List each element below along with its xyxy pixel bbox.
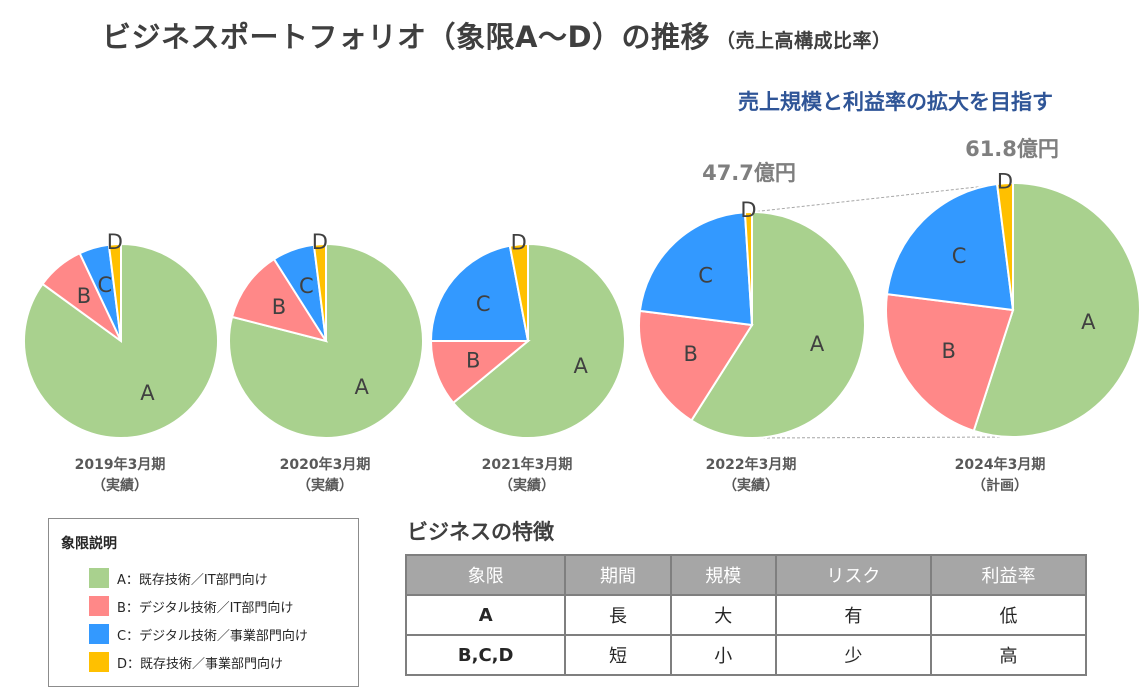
- pie-1-label-b: B: [77, 284, 91, 308]
- pie-5: A B C D: [885, 169, 1141, 438]
- legend-label-a: A：既存技術／IT部門向け: [117, 572, 268, 588]
- header-period: 期間: [564, 554, 672, 596]
- pie-3-slice-c: [429, 244, 530, 342]
- pie-2-label-c: C: [299, 274, 314, 298]
- legend-swatch-a: [89, 568, 109, 588]
- legend-label-d: D：既存技術／事業部門向け: [117, 656, 284, 672]
- pie-5-total: 61.8億円: [965, 137, 1059, 161]
- pie-4-label-d: D: [740, 198, 756, 222]
- pie-2-slice-d: [312, 242, 327, 342]
- pie-2: A BCD: [228, 230, 424, 439]
- legend-item-b: B：デジタル技術／IT部門向け: [89, 595, 293, 617]
- pie-2-label-a: A: [355, 375, 370, 399]
- row-a-scale: 大: [669, 594, 777, 636]
- tagline: 売上規模と利益率の拡大を目指す: [738, 90, 1053, 114]
- features-header-row: 象限 期間 規模 リスク 利益率: [404, 554, 1088, 596]
- pie-3-label-b: B: [466, 349, 480, 373]
- row-bcd-quadrant: B,C,D: [404, 634, 567, 676]
- legend-label-b: B：デジタル技術／IT部門向け: [117, 600, 294, 616]
- pie-3: A B C D: [429, 230, 626, 439]
- pie-5-status: （計画）: [972, 477, 1028, 494]
- pie-5-label-c: C: [952, 244, 967, 268]
- title-subtitle: （売上高構成比率）: [716, 30, 892, 52]
- pie-4-status: （実績）: [723, 477, 779, 494]
- header-quadrant: 象限: [404, 554, 567, 596]
- pie-3-slice-b: [429, 340, 531, 405]
- features-table: 象限 期間 規模 リスク 利益率 A 長 大 有 低 B,C,D 短 小 少 高: [404, 554, 1088, 676]
- pie-1-label-a: A: [140, 381, 155, 405]
- pie-4-slice-c: [638, 211, 754, 327]
- pie-4-label-a: A: [810, 332, 825, 356]
- pie-3-period: 2021年3月期: [482, 456, 573, 473]
- table-row: A 長 大 有 低: [404, 594, 1088, 636]
- row-a-period: 長: [564, 594, 672, 636]
- pie-1-slice-d: [107, 242, 122, 342]
- pie-4-period: 2022年3月期: [706, 456, 797, 473]
- pie-2-period: 2020年3月期: [280, 456, 371, 473]
- table-row: B,C,D 短 小 少 高: [404, 634, 1088, 676]
- pie-5-slice-a: [972, 181, 1141, 438]
- pie-4-slice-b: [638, 309, 754, 422]
- pie-2-label-d: D: [312, 230, 328, 254]
- legend-title: 象限説明: [61, 536, 117, 552]
- pie-4-total: 47.7億円: [702, 161, 796, 185]
- pie-5-period: 2024年3月期: [955, 456, 1046, 473]
- pie-5-label-a: A: [1081, 310, 1096, 334]
- pie-1-period: 2019年3月期: [75, 456, 166, 473]
- pie-2-label-b: B: [272, 295, 286, 319]
- row-a-margin: 低: [929, 594, 1088, 636]
- pie-4-slice-d: [743, 210, 753, 326]
- row-bcd-scale: 小: [669, 634, 777, 676]
- pie-1-label-c: C: [97, 273, 112, 297]
- pie-4: A B C D: [638, 198, 866, 439]
- legend-swatch-c: [89, 624, 109, 644]
- pie-5-slice-b: [885, 292, 1015, 433]
- pie-5-label-d: D: [997, 169, 1013, 193]
- legend-swatch-d: [89, 652, 109, 672]
- row-bcd-period: 短: [564, 634, 672, 676]
- connector-top-line: [751, 182, 1014, 213]
- row-a-risk: 有: [774, 594, 932, 636]
- header-scale: 規模: [669, 554, 777, 596]
- legend-swatch-b: [89, 596, 109, 616]
- pie-4-label-c: C: [698, 264, 713, 288]
- pie-3-slice-d: [508, 242, 529, 342]
- pie-2-status: （実績）: [297, 477, 353, 494]
- connector-bottom-line: [751, 436, 1014, 439]
- header-margin: 利益率: [929, 554, 1088, 596]
- pie-1: A B CD: [23, 230, 219, 439]
- title-main: ビジネスポートフォリオ（象限A～D）の推移: [102, 20, 711, 54]
- pie-3-label-d: D: [511, 230, 527, 254]
- legend-item-a: A：既存技術／IT部門向け: [89, 567, 268, 589]
- pie-5-slice-d: [995, 181, 1014, 311]
- quadrant-legend: 象限説明 A：既存技術／IT部門向け B：デジタル技術／IT部門向け C：デジタ…: [48, 518, 359, 687]
- pie-1-label-d: D: [107, 230, 123, 254]
- legend-label-c: C：デジタル技術／事業部門向け: [117, 628, 308, 644]
- row-bcd-margin: 高: [929, 634, 1088, 676]
- legend-item-d: D：既存技術／事業部門向け: [89, 651, 283, 673]
- pie-5-slice-c: [885, 182, 1015, 312]
- pie-3-status: （実績）: [499, 477, 555, 494]
- pie-5-label-b: B: [941, 339, 955, 363]
- header-risk: リスク: [774, 554, 932, 596]
- pie-2-slice-a: [228, 242, 424, 439]
- pie-1-status: （実績）: [92, 477, 148, 494]
- pie-3-slice-a: [451, 242, 626, 439]
- row-a-quadrant: A: [404, 594, 567, 636]
- page-title: ビジネスポートフォリオ（象限A～D）の推移 （売上高構成比率）: [102, 14, 892, 56]
- pie-2-slice-b: [230, 257, 329, 343]
- row-bcd-risk: 少: [774, 634, 932, 676]
- pie-4-label-b: B: [683, 342, 697, 366]
- legend-item-c: C：デジタル技術／事業部門向け: [89, 623, 308, 645]
- pie-3-label-a: A: [574, 354, 589, 378]
- pie-3-label-c: C: [476, 292, 491, 316]
- pie-4-slice-a: [690, 210, 866, 439]
- features-title: ビジネスの特徴: [407, 520, 554, 544]
